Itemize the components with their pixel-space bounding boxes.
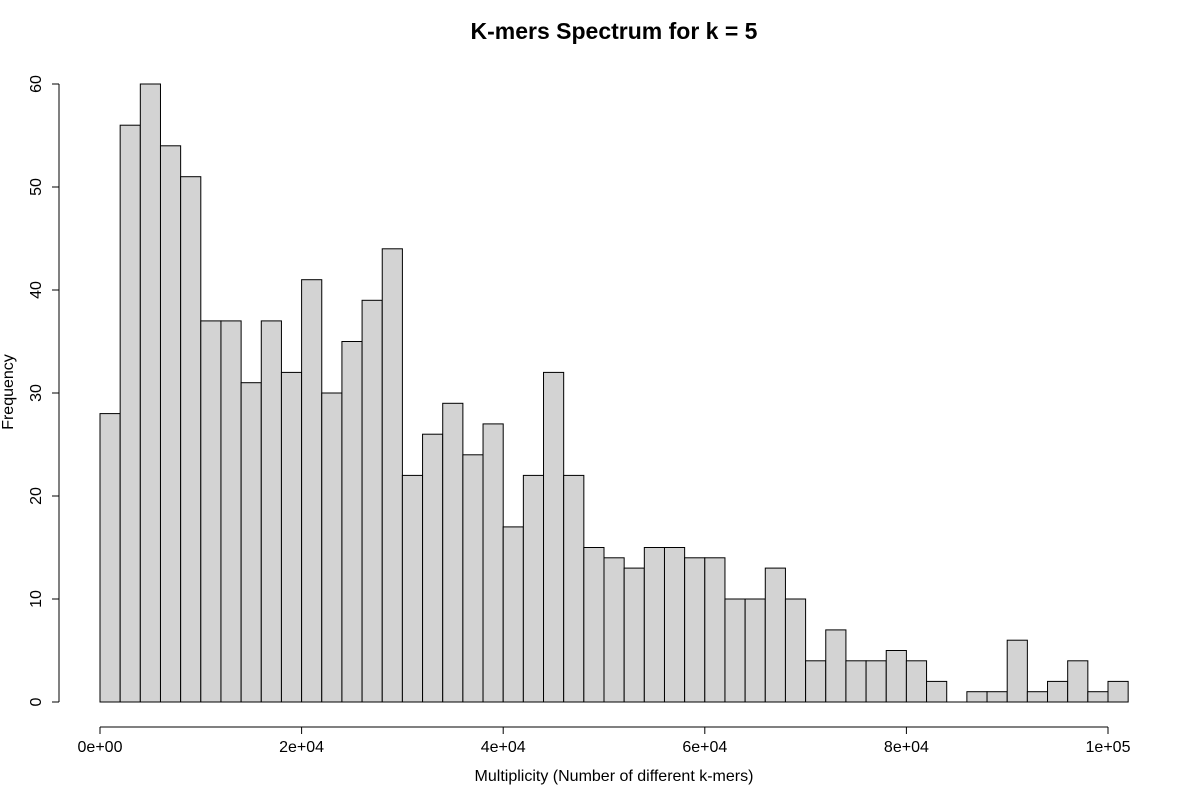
x-axis: 0e+00 2e+04 4e+04 6e+04 8e+04 1e+05: [78, 726, 1131, 756]
histogram-bar: [1006, 639, 1028, 703]
histogram-bar: [200, 320, 222, 703]
histogram-bar: [1047, 680, 1069, 703]
histogram-bar: [1107, 680, 1129, 703]
histogram-bar: [986, 691, 1008, 703]
histogram-bar: [422, 433, 444, 703]
histogram-bar: [583, 547, 605, 703]
histogram-bar: [1087, 691, 1109, 703]
histogram-bar: [280, 371, 303, 703]
histogram-bar: [1067, 660, 1089, 703]
histogram-bar: [643, 547, 665, 703]
histogram-bar: [301, 279, 323, 703]
histogram-bar: [784, 598, 807, 703]
histogram-bar: [502, 526, 524, 703]
histogram-bar: [1026, 691, 1049, 703]
x-tick-label: 8e+04: [884, 739, 929, 756]
histogram-bar: [845, 660, 867, 703]
histogram-bar: [522, 474, 545, 703]
x-tick-label: 0e+00: [78, 739, 123, 756]
histogram-bar: [885, 650, 907, 703]
histogram-bar: [220, 320, 242, 703]
histogram-bar: [865, 660, 887, 703]
histogram-bar: [905, 660, 928, 703]
histogram-bar: [462, 454, 484, 703]
bars-group: [99, 83, 1129, 703]
y-tick-label: 20: [28, 487, 45, 505]
y-axis-label: Frequency: [0, 354, 17, 430]
y-tick-label: 60: [28, 75, 45, 93]
histogram-bar: [361, 299, 383, 703]
x-tick-label: 2e+04: [279, 739, 324, 756]
histogram-bar: [684, 557, 706, 703]
histogram-bar: [744, 598, 766, 703]
histogram-bar: [381, 248, 403, 703]
histogram-bar: [663, 547, 686, 703]
histogram-bar: [119, 124, 141, 703]
histogram-bar: [139, 83, 161, 703]
y-tick-label: 30: [28, 384, 45, 402]
chart-title: K-mers Spectrum for k = 5: [471, 18, 758, 44]
x-tick-label: 4e+04: [481, 739, 526, 756]
histogram-bar: [321, 392, 343, 703]
histogram-bar: [563, 474, 585, 703]
histogram-bar: [966, 691, 988, 703]
histogram-bar: [926, 680, 948, 703]
y-tick-label: 40: [28, 281, 45, 299]
histogram-bar: [442, 402, 464, 703]
histogram-bar: [543, 371, 565, 703]
histogram-bar: [623, 567, 645, 703]
histogram-bar: [99, 413, 121, 703]
histogram-bar: [724, 598, 746, 703]
histogram-bar: [704, 557, 726, 703]
histogram-bar: [341, 341, 363, 703]
x-tick-label: 1e+05: [1086, 739, 1131, 756]
histogram-bar: [805, 660, 827, 703]
y-tick-label: 0: [28, 697, 45, 706]
histogram-bar: [764, 567, 786, 703]
histogram-bar: [240, 382, 262, 703]
histogram-bar: [180, 176, 202, 703]
histogram-bar: [159, 145, 182, 703]
x-tick-label: 6e+04: [682, 739, 727, 756]
y-tick-label: 50: [28, 178, 45, 196]
histogram-bar: [482, 423, 504, 703]
y-tick-label: 10: [28, 590, 45, 608]
histogram-bar: [825, 629, 847, 703]
histogram-bar: [260, 320, 282, 703]
x-axis-label: Multiplicity (Number of different k-mers…: [475, 768, 754, 785]
histogram-bar: [603, 557, 625, 703]
y-axis: 0 10 20 30 40 50 60: [28, 75, 60, 706]
histogram-bar: [401, 474, 424, 703]
